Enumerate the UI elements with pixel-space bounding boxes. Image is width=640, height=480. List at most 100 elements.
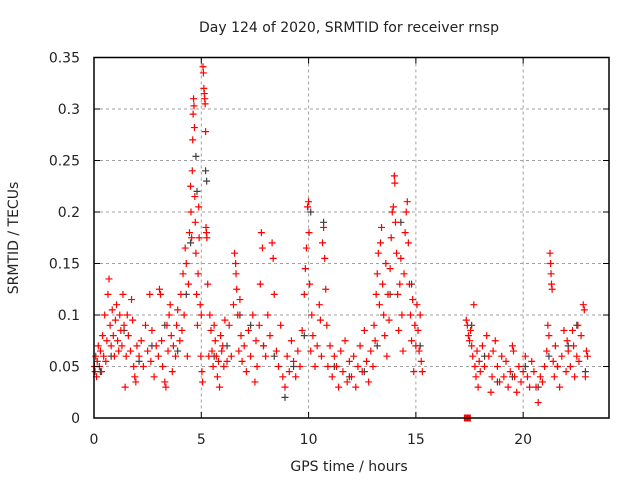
primary-data-point: [121, 383, 129, 391]
primary-data-point: [496, 378, 504, 386]
primary-data-point: [201, 100, 209, 108]
primary-data-point: [268, 239, 276, 247]
primary-data-point: [547, 270, 555, 278]
primary-data-point: [179, 270, 187, 278]
secondary-data-point: [247, 321, 255, 329]
primary-data-point: [396, 280, 404, 288]
primary-data-point: [159, 363, 167, 370]
primary-data-point: [371, 337, 379, 345]
primary-data-point: [556, 383, 564, 391]
primary-data-point: [483, 332, 491, 340]
primary-data-point: [117, 326, 125, 334]
primary-data-point: [131, 373, 139, 381]
primary-data-point: [94, 342, 102, 350]
primary-data-point: [229, 301, 237, 309]
primary-data-point: [234, 311, 242, 319]
primary-data-point: [227, 352, 235, 360]
primary-data-point: [418, 368, 426, 376]
primary-data-point: [135, 352, 143, 360]
primary-data-point: [238, 357, 246, 365]
y-tick-label: 0.2: [58, 205, 80, 221]
y-tick-label: 0: [71, 411, 80, 427]
primary-data-point: [102, 357, 110, 365]
primary-data-point: [120, 321, 128, 329]
primary-data-point: [232, 260, 240, 267]
primary-data-point: [389, 203, 397, 211]
primary-data-point: [144, 347, 152, 355]
primary-data-point: [402, 208, 410, 216]
primary-data-point: [174, 306, 182, 314]
primary-data-point: [197, 311, 205, 319]
primary-data-point: [319, 239, 327, 247]
primary-data-point: [549, 357, 557, 365]
primary-data-point: [464, 332, 472, 340]
primary-data-point: [410, 368, 418, 376]
primary-data-point: [399, 347, 407, 355]
primary-data-point: [100, 352, 108, 360]
primary-data-point: [96, 347, 104, 355]
primary-data-point: [111, 316, 119, 324]
primary-data-point: [391, 179, 399, 187]
primary-data-point: [305, 198, 313, 206]
primary-data-point: [93, 357, 101, 365]
primary-data-point: [500, 373, 508, 381]
primary-data-point: [199, 63, 207, 71]
primary-data-point: [550, 373, 558, 381]
y-tick-label: 0.3: [58, 102, 80, 118]
primary-data-point: [489, 347, 497, 355]
x-tick-label: 10: [300, 432, 318, 448]
primary-data-point: [253, 363, 261, 370]
primary-data-point: [214, 357, 222, 365]
primary-data-point: [128, 296, 136, 304]
primary-data-point: [180, 311, 188, 319]
primary-data-point: [116, 311, 124, 319]
primary-data-point: [474, 383, 482, 391]
data-points: [90, 63, 592, 422]
primary-data-point: [219, 342, 227, 350]
primary-data-point: [155, 285, 163, 293]
primary-data-point: [376, 239, 384, 247]
primary-data-point: [513, 388, 521, 396]
primary-data-point: [580, 306, 588, 314]
primary-data-point: [412, 342, 420, 350]
primary-data-point: [476, 368, 484, 376]
primary-data-point: [165, 311, 173, 319]
primary-data-point: [237, 332, 245, 340]
primary-data-point: [99, 332, 107, 340]
primary-data-point: [187, 182, 195, 190]
primary-data-point: [463, 321, 471, 329]
primary-data-point: [393, 249, 401, 257]
primary-data-point: [526, 383, 534, 391]
primary-data-point: [577, 332, 585, 340]
secondary-data-point: [192, 152, 200, 160]
primary-data-point: [184, 280, 192, 288]
primary-data-point: [508, 342, 516, 350]
primary-data-point: [308, 311, 316, 319]
primary-data-point: [287, 337, 295, 345]
primary-data-point: [260, 342, 268, 350]
primary-data-point: [182, 260, 190, 267]
primary-data-point: [133, 342, 141, 350]
primary-data-point: [285, 368, 293, 376]
primary-data-point: [341, 337, 349, 345]
primary-data-point: [523, 373, 531, 381]
primary-data-point: [478, 342, 486, 350]
primary-data-point: [194, 270, 202, 278]
primary-data-point: [190, 102, 198, 110]
primary-data-point: [105, 275, 113, 283]
primary-data-point: [387, 234, 395, 242]
primary-data-point: [475, 357, 483, 365]
primary-data-point: [582, 347, 590, 355]
primary-data-point: [316, 316, 324, 324]
primary-data-point: [417, 357, 425, 365]
primary-data-point: [339, 368, 347, 376]
primary-data-point: [343, 378, 351, 386]
primary-data-point: [354, 363, 362, 370]
primary-data-point: [394, 290, 402, 298]
primary-data-point: [213, 373, 221, 381]
primary-data-point: [137, 337, 145, 345]
primary-data-point: [530, 368, 538, 376]
primary-data-point: [270, 290, 278, 298]
secondary-data-point: [187, 239, 195, 247]
primary-data-point: [251, 378, 259, 386]
